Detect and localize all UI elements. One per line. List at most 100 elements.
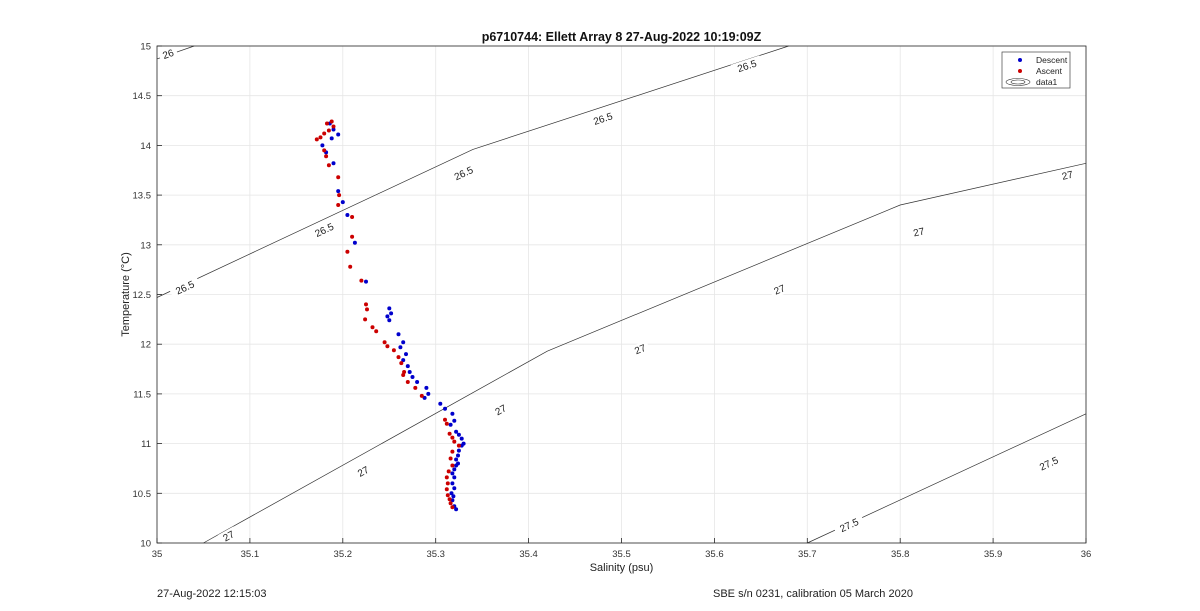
ascent-point bbox=[396, 355, 401, 360]
legend-marker bbox=[1018, 58, 1022, 62]
contour-label-bg bbox=[586, 108, 620, 129]
descent-point bbox=[340, 200, 345, 205]
contour-label: 26 bbox=[161, 48, 176, 62]
ascent-point bbox=[448, 456, 453, 461]
x-tick-label: 35.8 bbox=[891, 549, 910, 560]
descent-point bbox=[456, 453, 460, 458]
descent-point bbox=[329, 136, 334, 141]
contour-label-bg bbox=[908, 224, 929, 240]
y-axis-label: Temperature (°C) bbox=[120, 252, 132, 336]
contour-label: 27 bbox=[494, 403, 509, 418]
y-tick-label: 15 bbox=[140, 42, 151, 53]
x-tick-label: 35.6 bbox=[705, 549, 724, 560]
contour-label-bg bbox=[730, 55, 764, 77]
y-tick-label: 13 bbox=[140, 240, 151, 251]
ascent-point bbox=[325, 121, 329, 126]
ascent-point bbox=[326, 163, 331, 168]
contour-label-bg bbox=[629, 340, 651, 359]
descent-point bbox=[387, 318, 392, 323]
contour-label-group: 26.5 bbox=[730, 55, 764, 77]
contour-label-group: 26.5 bbox=[168, 275, 202, 300]
chart-title: p6710744: Ellett Array 8 27-Aug-2022 10:… bbox=[482, 30, 762, 44]
x-tick-label: 35.5 bbox=[612, 549, 631, 560]
descent-point bbox=[443, 406, 447, 411]
ascent-point bbox=[345, 249, 350, 254]
contour-label-group: 27 bbox=[1057, 167, 1078, 184]
contour-label-group: 27 bbox=[217, 526, 240, 546]
contour-label-group: 26.5 bbox=[586, 108, 620, 129]
contour-label-bg bbox=[1032, 451, 1065, 476]
contour-label-group: 26 bbox=[157, 45, 179, 63]
contour-label-bg bbox=[308, 218, 341, 242]
ascent-point bbox=[326, 128, 331, 133]
x-axis-label: Salinity (psu) bbox=[590, 562, 654, 574]
legend-label: data1 bbox=[1036, 77, 1058, 87]
contour-label-bg bbox=[447, 161, 480, 185]
contour-label-bg bbox=[1057, 167, 1078, 184]
ascent-point bbox=[324, 154, 329, 159]
ascent-point bbox=[365, 307, 369, 312]
descent-point bbox=[456, 448, 461, 453]
descent-point bbox=[450, 481, 455, 486]
descent-point bbox=[459, 436, 464, 441]
descent-point bbox=[422, 395, 427, 400]
legend-contour-icon-inner bbox=[1010, 79, 1026, 85]
y-tick-label: 12 bbox=[140, 340, 151, 351]
ascent-point bbox=[364, 302, 368, 307]
descent-point bbox=[459, 443, 464, 448]
ascent-point bbox=[405, 380, 410, 384]
x-tick-label: 35.4 bbox=[519, 549, 538, 560]
ascent-point bbox=[322, 148, 327, 153]
descent-point bbox=[331, 127, 336, 132]
contour-label-group: 27 bbox=[768, 280, 791, 299]
descent-point bbox=[336, 132, 341, 137]
ascent-point bbox=[382, 340, 387, 345]
ascent-point bbox=[363, 317, 368, 322]
descent-point bbox=[407, 370, 412, 374]
y-tick-label: 10 bbox=[140, 539, 151, 550]
footer-calibration: SBE s/n 0231, calibration 05 March 2020 bbox=[713, 588, 913, 600]
descent-point bbox=[451, 494, 456, 499]
contour-label: 27 bbox=[356, 465, 371, 480]
contour-label-bg bbox=[832, 513, 866, 537]
ascent-point bbox=[450, 505, 455, 510]
contour-label-group: 27 bbox=[629, 340, 651, 359]
descent-point bbox=[331, 161, 336, 166]
ascent-point bbox=[336, 203, 341, 207]
contour-label-bg bbox=[489, 400, 512, 420]
contour-label: 26.5 bbox=[592, 111, 614, 128]
grid bbox=[156, 45, 1087, 544]
contour-label: 27 bbox=[221, 529, 236, 544]
contour-label-bg bbox=[217, 526, 240, 546]
descent-point bbox=[449, 491, 454, 496]
x-tick-label: 35.7 bbox=[798, 549, 817, 560]
descent-point bbox=[320, 143, 325, 148]
descent-point bbox=[452, 467, 457, 472]
ascent-point bbox=[350, 234, 355, 239]
descent-point bbox=[424, 385, 429, 390]
descent-point bbox=[426, 391, 431, 396]
ascent-point bbox=[337, 193, 342, 198]
ascent-point bbox=[444, 487, 449, 492]
ascent-point bbox=[336, 175, 341, 180]
contour-line-27 bbox=[203, 162, 1087, 544]
descent-point bbox=[454, 429, 459, 434]
contour-label-group: 27 bbox=[908, 224, 929, 240]
x-tick-label: 35.9 bbox=[984, 549, 1003, 560]
y-tick-label: 11.5 bbox=[133, 389, 151, 400]
descent-point bbox=[448, 422, 453, 427]
descent-point bbox=[456, 432, 461, 437]
y-tick-label: 13.5 bbox=[133, 191, 152, 202]
footer-timestamp: 27-Aug-2022 12:15:03 bbox=[157, 588, 267, 600]
ascent-point bbox=[348, 264, 353, 269]
descent-point bbox=[398, 345, 403, 350]
ascent-point bbox=[385, 344, 390, 349]
descent-point bbox=[364, 279, 368, 284]
descent-point bbox=[454, 463, 459, 468]
ascent-point bbox=[450, 449, 455, 454]
descent-point bbox=[387, 306, 392, 311]
contour-label: 27 bbox=[1061, 169, 1075, 182]
data-points bbox=[314, 119, 466, 512]
